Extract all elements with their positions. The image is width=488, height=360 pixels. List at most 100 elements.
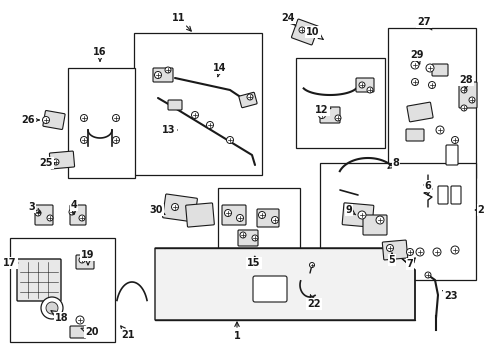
- Text: 17: 17: [3, 258, 18, 268]
- FancyBboxPatch shape: [342, 203, 373, 227]
- Circle shape: [432, 248, 440, 256]
- Circle shape: [79, 215, 85, 221]
- FancyBboxPatch shape: [437, 186, 447, 204]
- Text: 8: 8: [387, 158, 399, 168]
- FancyBboxPatch shape: [405, 129, 423, 141]
- Circle shape: [154, 72, 161, 78]
- Text: 20: 20: [81, 327, 99, 337]
- FancyBboxPatch shape: [222, 205, 245, 225]
- Bar: [134, 33, 262, 175]
- Text: 7: 7: [406, 258, 414, 269]
- FancyBboxPatch shape: [355, 78, 373, 92]
- Text: 21: 21: [121, 326, 135, 340]
- Bar: [295, 58, 384, 148]
- Circle shape: [224, 210, 231, 216]
- Circle shape: [47, 215, 53, 221]
- Bar: [319, 163, 475, 280]
- Polygon shape: [155, 248, 414, 320]
- Circle shape: [358, 82, 364, 88]
- Circle shape: [206, 122, 213, 129]
- Circle shape: [240, 232, 245, 238]
- FancyBboxPatch shape: [257, 209, 279, 227]
- Circle shape: [415, 248, 423, 256]
- FancyBboxPatch shape: [382, 240, 407, 260]
- Circle shape: [81, 114, 87, 122]
- Circle shape: [435, 126, 443, 134]
- Circle shape: [226, 136, 233, 144]
- FancyBboxPatch shape: [450, 186, 460, 204]
- Circle shape: [450, 136, 458, 144]
- Circle shape: [406, 248, 413, 256]
- FancyBboxPatch shape: [291, 19, 318, 45]
- Circle shape: [69, 209, 75, 215]
- FancyBboxPatch shape: [76, 255, 94, 269]
- Circle shape: [271, 216, 278, 224]
- FancyBboxPatch shape: [185, 203, 214, 227]
- FancyBboxPatch shape: [406, 102, 432, 122]
- Circle shape: [41, 297, 63, 319]
- FancyBboxPatch shape: [70, 326, 86, 338]
- FancyBboxPatch shape: [49, 151, 74, 169]
- FancyBboxPatch shape: [153, 68, 173, 82]
- Text: 2: 2: [474, 205, 484, 215]
- Circle shape: [258, 211, 265, 219]
- FancyBboxPatch shape: [168, 100, 182, 110]
- FancyBboxPatch shape: [445, 145, 457, 165]
- Text: 4: 4: [70, 200, 77, 214]
- Text: 27: 27: [416, 17, 431, 30]
- Text: 16: 16: [93, 47, 106, 61]
- Text: 22: 22: [306, 295, 320, 309]
- FancyBboxPatch shape: [239, 92, 257, 108]
- Circle shape: [53, 159, 59, 165]
- Text: 25: 25: [39, 158, 55, 168]
- Circle shape: [76, 316, 84, 324]
- Text: 15: 15: [247, 256, 260, 268]
- Text: 12: 12: [315, 105, 330, 115]
- Circle shape: [460, 105, 466, 111]
- Circle shape: [375, 216, 383, 224]
- Circle shape: [411, 78, 418, 85]
- Text: 28: 28: [458, 75, 472, 89]
- Circle shape: [298, 27, 305, 33]
- Text: 24: 24: [281, 13, 295, 26]
- Circle shape: [468, 97, 474, 103]
- Circle shape: [425, 64, 433, 72]
- Text: 30: 30: [149, 205, 164, 215]
- FancyBboxPatch shape: [43, 111, 65, 130]
- Text: 19: 19: [81, 250, 95, 265]
- FancyBboxPatch shape: [70, 205, 86, 225]
- Circle shape: [79, 257, 85, 263]
- Text: 18: 18: [51, 311, 69, 323]
- Circle shape: [410, 61, 418, 69]
- FancyBboxPatch shape: [431, 64, 447, 76]
- FancyBboxPatch shape: [319, 107, 339, 123]
- Text: 26: 26: [21, 115, 39, 125]
- FancyBboxPatch shape: [35, 205, 53, 225]
- Circle shape: [35, 210, 41, 216]
- Text: 10: 10: [305, 27, 323, 40]
- Circle shape: [424, 272, 430, 278]
- Circle shape: [386, 244, 393, 252]
- Text: 3: 3: [29, 202, 41, 213]
- Text: 11: 11: [172, 13, 191, 31]
- Text: 9: 9: [345, 205, 355, 215]
- Bar: [10, 238, 115, 342]
- Circle shape: [112, 114, 119, 122]
- Circle shape: [357, 211, 365, 219]
- Bar: [387, 28, 475, 178]
- Bar: [68, 68, 135, 178]
- Text: 1: 1: [233, 322, 240, 341]
- Text: 13: 13: [162, 125, 177, 135]
- FancyBboxPatch shape: [238, 230, 258, 246]
- Circle shape: [112, 136, 119, 144]
- Circle shape: [46, 302, 58, 314]
- FancyBboxPatch shape: [362, 215, 386, 235]
- Text: 14: 14: [213, 63, 226, 77]
- Circle shape: [246, 94, 252, 100]
- Circle shape: [334, 115, 340, 121]
- Circle shape: [42, 117, 49, 123]
- Circle shape: [251, 235, 258, 241]
- Circle shape: [236, 215, 243, 221]
- Circle shape: [164, 67, 171, 73]
- Text: 29: 29: [409, 50, 423, 64]
